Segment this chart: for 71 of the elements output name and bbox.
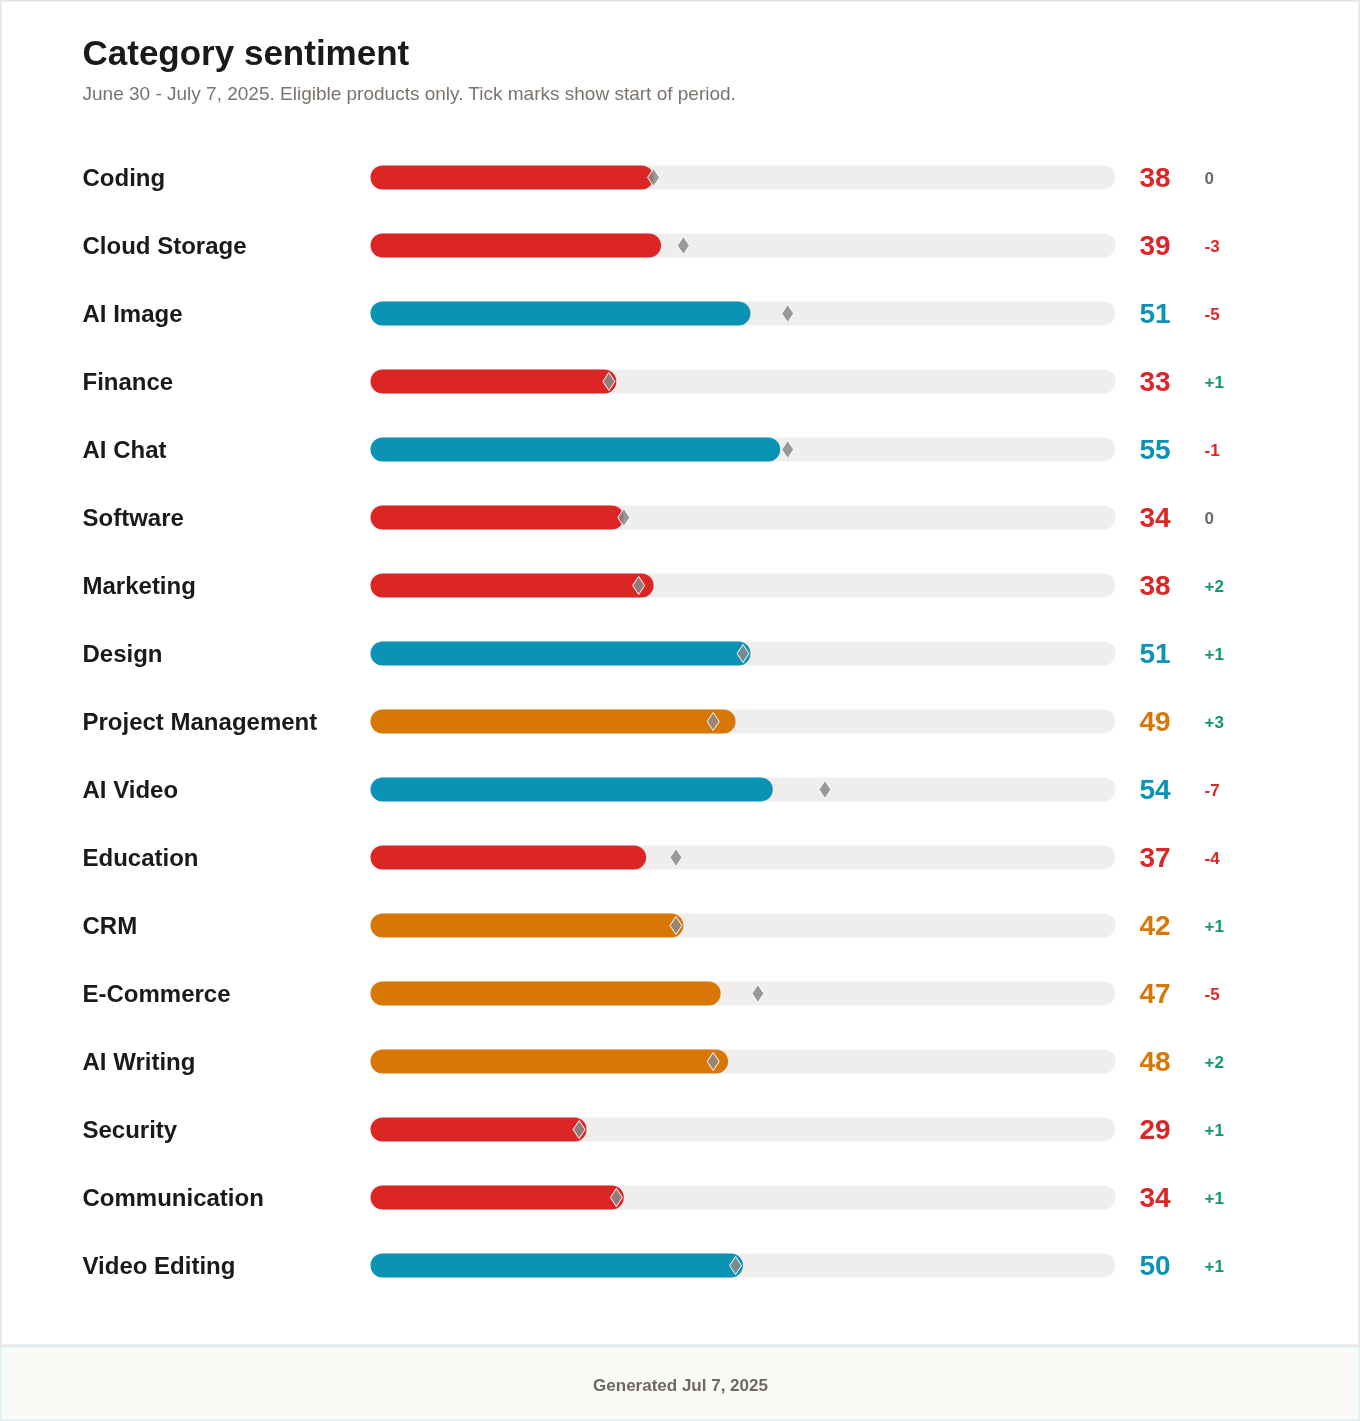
data-label: 34 bbox=[1139, 1182, 1172, 1213]
chart-subtitle: June 30 - July 7, 2025. Eligible products only. Tick marks show start of period. bbox=[82, 83, 736, 104]
text: +1 bbox=[1204, 1256, 1224, 1276]
point bbox=[617, 508, 631, 527]
data-label: 42 bbox=[1139, 910, 1171, 941]
point bbox=[781, 304, 795, 323]
point bbox=[669, 848, 683, 867]
y-tick-label: Project Management bbox=[82, 708, 318, 735]
text: -7 bbox=[1204, 780, 1220, 800]
y-tick-label: Communication bbox=[82, 1184, 264, 1211]
point bbox=[632, 576, 646, 595]
point bbox=[818, 780, 832, 799]
y-tick-label: AI Writing bbox=[82, 1048, 196, 1075]
y-tick-label: Design bbox=[82, 640, 163, 667]
text: +3 bbox=[1204, 712, 1224, 732]
point bbox=[751, 984, 765, 1003]
text: +1 bbox=[1204, 1188, 1224, 1208]
data-label: 54 bbox=[1139, 774, 1172, 805]
y-tick-label: AI Chat bbox=[82, 436, 167, 463]
point bbox=[609, 1188, 623, 1207]
data-label: 29 bbox=[1139, 1114, 1171, 1145]
data-label: 33 bbox=[1139, 366, 1171, 397]
y-tick-label: Finance bbox=[82, 368, 174, 395]
y-tick-label: Software bbox=[82, 504, 184, 531]
point bbox=[736, 644, 750, 663]
text: Generated Jul 7, 2025 bbox=[593, 1376, 768, 1395]
y-tick-label: E-Commerce bbox=[82, 980, 231, 1007]
data-label: 51 bbox=[1139, 298, 1171, 329]
y-tick-label: AI Image bbox=[82, 300, 183, 327]
point bbox=[676, 236, 690, 255]
y-tick-label: Cloud Storage bbox=[82, 232, 247, 259]
text: -3 bbox=[1204, 236, 1220, 256]
y-tick-label: AI Video bbox=[82, 776, 179, 803]
point bbox=[602, 372, 616, 391]
text: 0 bbox=[1204, 508, 1214, 528]
point bbox=[669, 916, 683, 935]
data-label: 38 bbox=[1139, 162, 1171, 193]
point bbox=[572, 1120, 586, 1139]
point bbox=[706, 712, 720, 731]
data-label: 34 bbox=[1139, 502, 1172, 533]
y-tick-label: Marketing bbox=[82, 572, 196, 599]
data-label: 47 bbox=[1139, 978, 1171, 1009]
text: -5 bbox=[1204, 304, 1220, 324]
point bbox=[647, 168, 661, 187]
chart-title: Category sentiment bbox=[82, 33, 410, 72]
text: +2 bbox=[1204, 1052, 1224, 1072]
data-label: 38 bbox=[1139, 570, 1171, 601]
point bbox=[729, 1256, 743, 1275]
data-label: 49 bbox=[1139, 706, 1171, 737]
text: -4 bbox=[1204, 848, 1221, 868]
text: +2 bbox=[1204, 576, 1224, 596]
data-label: 48 bbox=[1139, 1046, 1171, 1077]
text: +1 bbox=[1204, 644, 1224, 664]
text: -1 bbox=[1204, 440, 1220, 460]
data-label: 55 bbox=[1139, 434, 1171, 465]
data-label: 50 bbox=[1139, 1250, 1171, 1281]
y-tick-label: Security bbox=[82, 1116, 178, 1143]
text: +1 bbox=[1204, 916, 1224, 936]
data-label: 37 bbox=[1139, 842, 1171, 873]
y-tick-label: CRM bbox=[82, 912, 138, 939]
text: 0 bbox=[1204, 168, 1214, 188]
data-label: 39 bbox=[1139, 230, 1171, 261]
point bbox=[706, 1052, 720, 1071]
y-tick-label: Education bbox=[82, 844, 199, 871]
text: -5 bbox=[1204, 984, 1220, 1004]
text: +1 bbox=[1204, 1120, 1224, 1140]
data-label: 51 bbox=[1139, 638, 1171, 669]
point bbox=[781, 440, 795, 459]
text: +1 bbox=[1204, 372, 1224, 392]
y-tick-label: Coding bbox=[82, 164, 166, 191]
y-tick-label: Video Editing bbox=[82, 1252, 236, 1279]
